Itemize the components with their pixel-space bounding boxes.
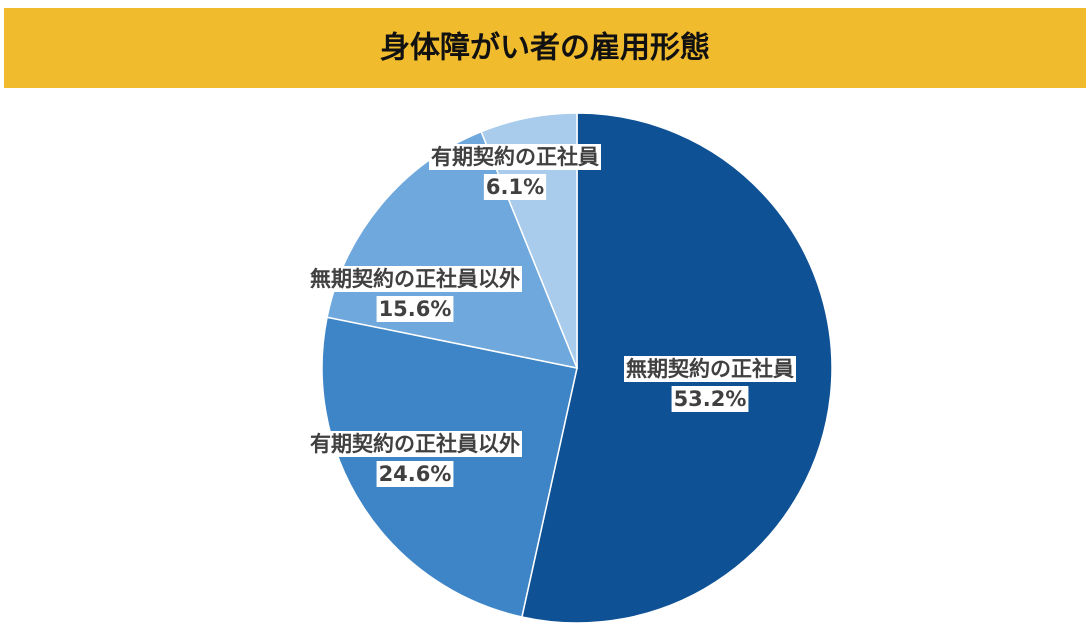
category-label: 無期契約の正社員 [626, 357, 794, 381]
category-label: 有期契約の正社員 [431, 145, 599, 169]
data-label: 無期契約の正社員以外 15.6% [308, 266, 522, 322]
data-label: 無期契約の正社員 53.2% [624, 356, 796, 412]
category-label: 有期契約の正社員以外 [310, 432, 520, 456]
labels: 無期契約の正社員 53.2% 有期契約の正社員以外 24.6% 無期契約の正社員以外 15… [308, 144, 796, 487]
category-label: 無期契約の正社員以外 [310, 267, 520, 291]
label-bg [376, 461, 454, 487]
value-label: 15.6% [379, 297, 452, 321]
label-bg [624, 356, 796, 382]
value-label: 24.6% [379, 462, 452, 486]
data-label: 有期契約の正社員以外 24.6% [308, 431, 522, 487]
label-bg [308, 431, 522, 457]
label-bg [308, 266, 522, 292]
title-banner [4, 8, 1086, 88]
label-bg [671, 386, 749, 412]
label-bg [376, 296, 454, 322]
value-label: 6.1% [486, 175, 544, 199]
label-bg [429, 144, 601, 170]
label-bg [483, 174, 547, 200]
chart-title: 身体障がい者の雇用形態 [380, 31, 710, 66]
value-label: 53.2% [674, 387, 747, 411]
data-label: 有期契約の正社員 6.1% [429, 144, 601, 200]
